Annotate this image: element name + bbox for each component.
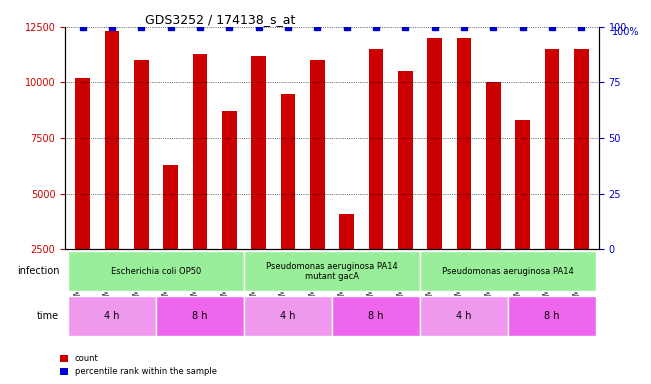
Bar — [163, 165, 178, 305]
Bar — [398, 71, 413, 305]
Text: 8 h: 8 h — [192, 311, 208, 321]
Text: 4 h: 4 h — [456, 311, 472, 321]
FancyBboxPatch shape — [332, 296, 420, 336]
FancyBboxPatch shape — [68, 296, 156, 336]
Bar — [516, 120, 530, 305]
Text: Escherichia coli OP50: Escherichia coli OP50 — [111, 267, 201, 276]
FancyBboxPatch shape — [156, 296, 244, 336]
Text: time: time — [37, 311, 59, 321]
Bar — [134, 60, 148, 305]
Text: 4 h: 4 h — [104, 311, 120, 321]
Bar — [251, 56, 266, 305]
FancyBboxPatch shape — [420, 296, 508, 336]
Text: Pseudomonas aeruginosa PA14: Pseudomonas aeruginosa PA14 — [442, 267, 574, 276]
Text: infection: infection — [17, 266, 59, 276]
Bar — [222, 111, 237, 305]
Text: 8 h: 8 h — [544, 311, 560, 321]
FancyBboxPatch shape — [68, 251, 244, 291]
Bar — [456, 38, 471, 305]
Legend: count, percentile rank within the sample: count, percentile rank within the sample — [56, 351, 220, 380]
FancyBboxPatch shape — [420, 251, 596, 291]
Text: GDS3252 / 174138_s_at: GDS3252 / 174138_s_at — [145, 13, 296, 26]
Bar — [486, 83, 501, 305]
Bar — [76, 78, 90, 305]
Bar — [281, 94, 296, 305]
Text: 8 h: 8 h — [368, 311, 383, 321]
Bar — [368, 49, 383, 305]
Bar — [339, 214, 354, 305]
Y-axis label: 100%: 100% — [612, 27, 639, 37]
Text: Pseudomonas aeruginosa PA14
mutant gacA: Pseudomonas aeruginosa PA14 mutant gacA — [266, 262, 398, 281]
Bar — [545, 49, 559, 305]
Bar — [310, 60, 325, 305]
Text: 4 h: 4 h — [281, 311, 296, 321]
FancyBboxPatch shape — [508, 296, 596, 336]
Bar — [427, 38, 442, 305]
FancyBboxPatch shape — [244, 251, 420, 291]
Bar — [105, 31, 119, 305]
Bar — [193, 53, 208, 305]
Bar — [574, 49, 589, 305]
FancyBboxPatch shape — [244, 296, 332, 336]
